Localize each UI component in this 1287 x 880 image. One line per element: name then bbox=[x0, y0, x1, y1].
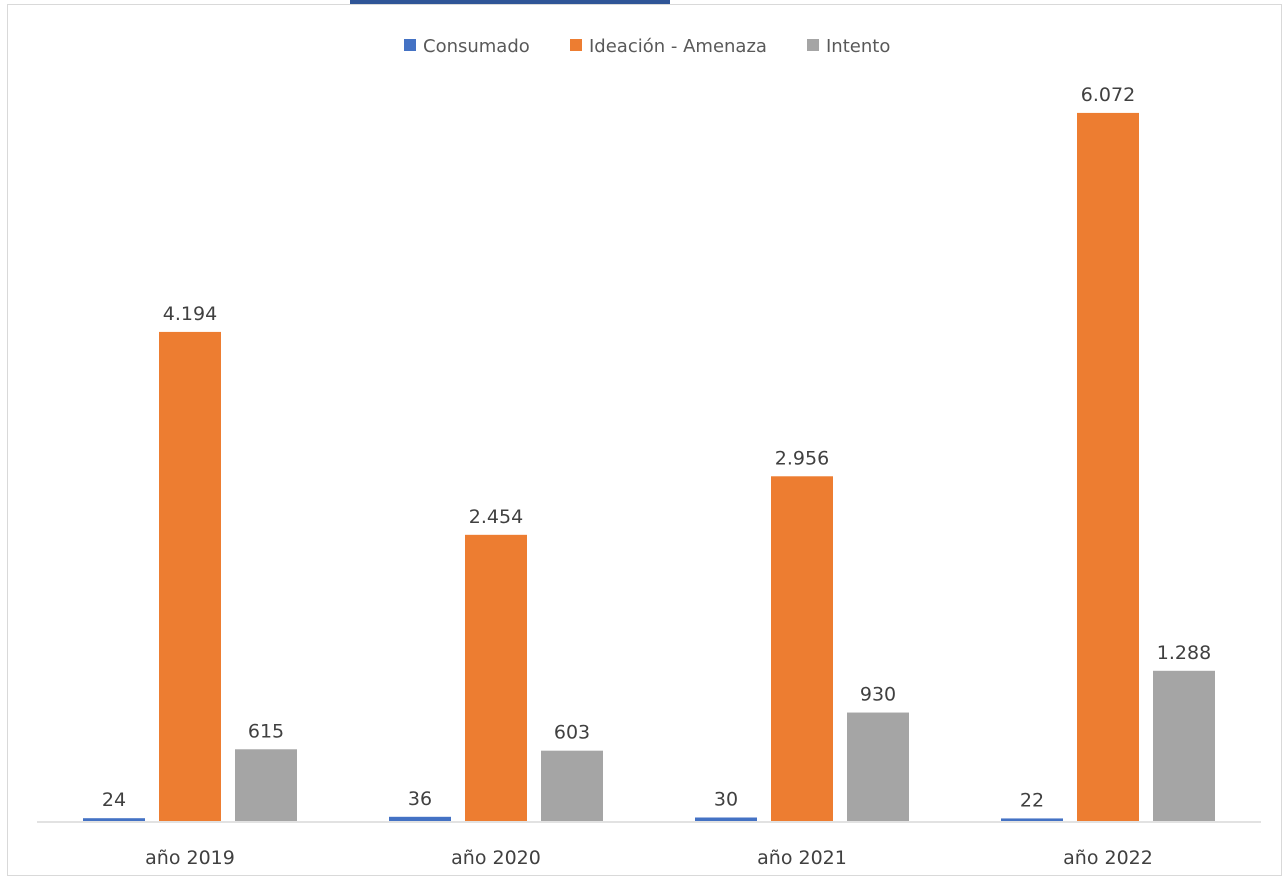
bar-2-0 bbox=[235, 749, 297, 821]
category-label-2: año 2021 bbox=[757, 847, 847, 869]
data-label-1-1: 2.454 bbox=[469, 506, 523, 528]
bar-0-0 bbox=[83, 818, 145, 821]
bar-1-0 bbox=[159, 331, 221, 821]
legend-swatch-1 bbox=[570, 39, 582, 51]
data-label-0-2: 30 bbox=[714, 789, 738, 811]
data-label-2-0: 615 bbox=[248, 720, 284, 742]
chart-border bbox=[7, 4, 1282, 876]
category-label-1: año 2020 bbox=[451, 847, 541, 869]
bar-2-2 bbox=[847, 712, 909, 821]
title-strip bbox=[350, 0, 670, 4]
data-label-1-0: 4.194 bbox=[163, 303, 217, 325]
legend-swatch-2 bbox=[807, 39, 819, 51]
legend-label-0: Consumado bbox=[423, 36, 530, 57]
data-label-2-3: 1.288 bbox=[1157, 642, 1211, 664]
data-label-1-3: 6.072 bbox=[1081, 84, 1135, 106]
category-label-3: año 2022 bbox=[1063, 847, 1153, 869]
data-label-2-2: 930 bbox=[860, 684, 896, 706]
data-label-0-0: 24 bbox=[102, 789, 126, 811]
bar-0-1 bbox=[389, 816, 451, 821]
legend-label-1: Ideación - Amenaza bbox=[589, 36, 767, 57]
bar-2-1 bbox=[541, 750, 603, 821]
bar-0-2 bbox=[695, 817, 757, 821]
bar-2-3 bbox=[1153, 670, 1215, 821]
bar-1-3 bbox=[1077, 112, 1139, 822]
data-label-2-1: 603 bbox=[554, 722, 590, 744]
legend-swatch-0 bbox=[404, 39, 416, 51]
data-label-0-1: 36 bbox=[408, 788, 432, 810]
data-label-1-2: 2.956 bbox=[775, 447, 829, 469]
bar-1-1 bbox=[465, 534, 527, 821]
data-label-0-3: 22 bbox=[1020, 789, 1044, 811]
bar-0-3 bbox=[1001, 818, 1063, 821]
bar-1-2 bbox=[771, 476, 833, 821]
category-label-0: año 2019 bbox=[145, 847, 235, 869]
legend-label-2: Intento bbox=[826, 36, 890, 57]
